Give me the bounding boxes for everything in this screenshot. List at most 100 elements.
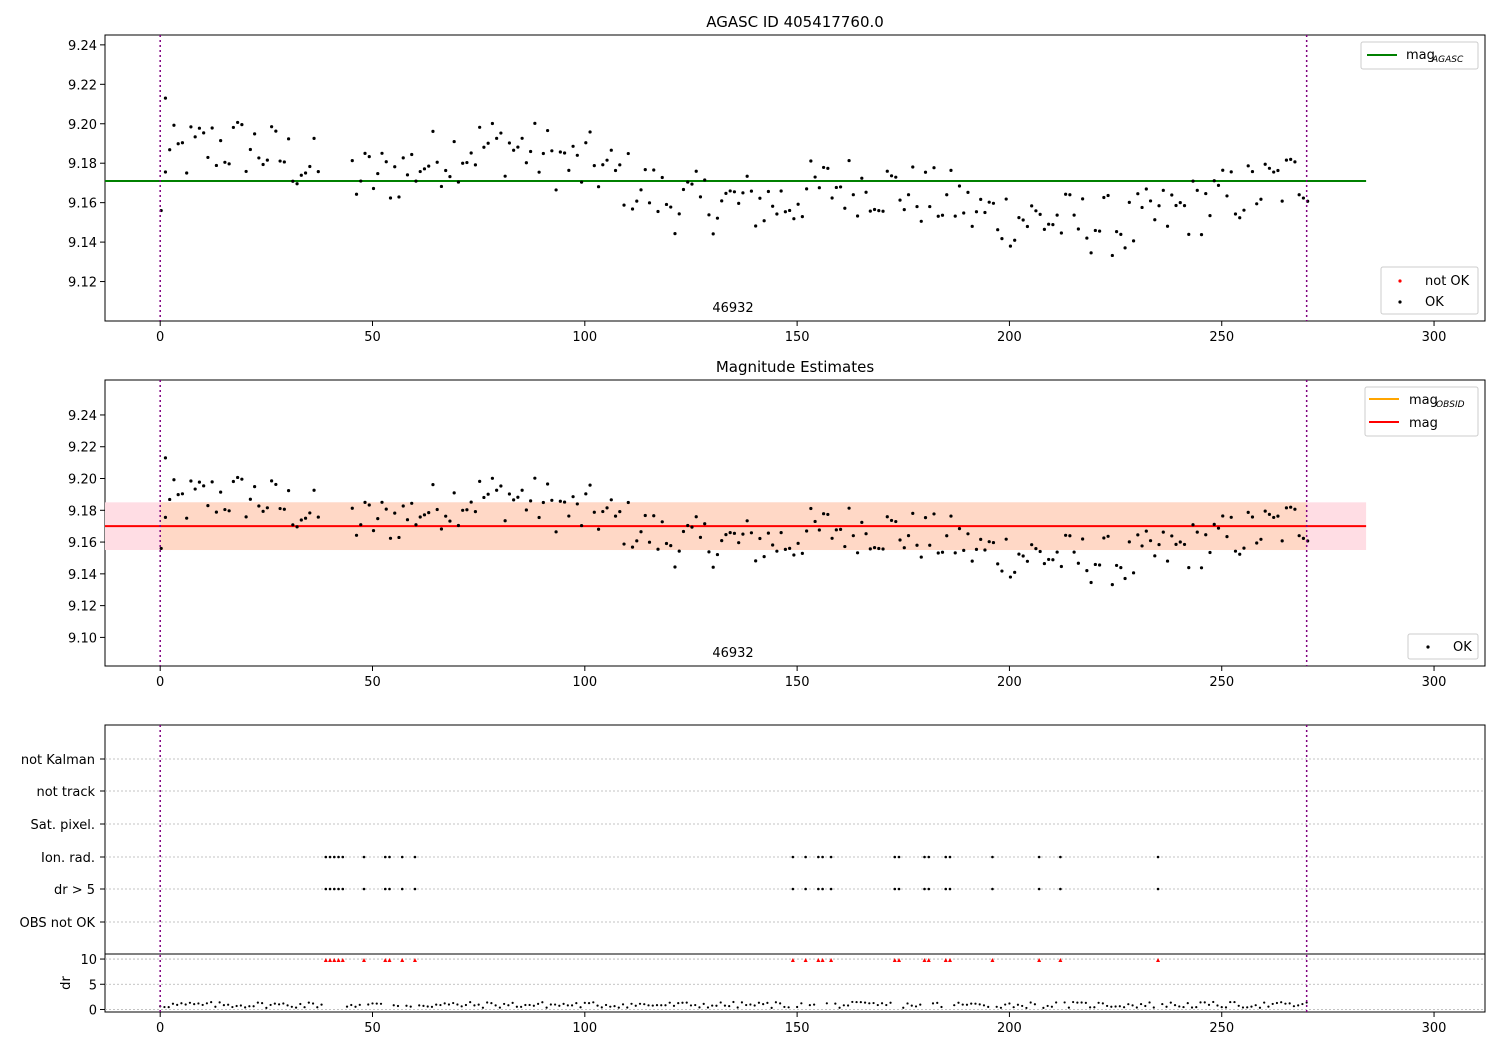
- mag-point: [1216, 526, 1221, 530]
- mag-point: [159, 546, 163, 551]
- category-label: not Kalman: [21, 753, 95, 768]
- dr-point: [1084, 1001, 1087, 1004]
- mag-point: [202, 484, 206, 488]
- mag-point: [507, 492, 511, 496]
- mag-point: [1102, 195, 1106, 200]
- dr-point: [1110, 1005, 1113, 1008]
- mag-point: [495, 488, 499, 492]
- mag-point: [1157, 542, 1161, 547]
- mag-point: [1034, 209, 1038, 213]
- flag-point: [362, 887, 366, 891]
- mag-point: [936, 214, 940, 218]
- mag-point: [219, 139, 223, 143]
- mag-point: [533, 476, 537, 480]
- flag-point: [817, 855, 820, 859]
- dr-point: [689, 1004, 693, 1007]
- dr-flag-marker: [336, 958, 341, 963]
- mag-point: [1106, 534, 1110, 538]
- mag-point: [834, 528, 838, 532]
- dr-point: [698, 1006, 701, 1009]
- mag-point: [639, 188, 643, 192]
- legend-label-mag: mag: [1406, 48, 1435, 63]
- mag-point: [1085, 236, 1089, 240]
- mag-point: [643, 513, 647, 518]
- flag-point: [388, 855, 391, 859]
- mag-point: [894, 519, 898, 524]
- mag-point: [512, 148, 516, 152]
- mag-point: [575, 153, 579, 157]
- mag-point: [236, 475, 240, 480]
- mag-point: [1263, 162, 1267, 166]
- flag-point: [944, 887, 948, 891]
- mag-point: [596, 527, 601, 531]
- dr-point: [231, 1005, 234, 1009]
- mag-point: [376, 517, 380, 521]
- mag-point: [800, 551, 804, 555]
- mag-point: [1051, 558, 1055, 562]
- mag-point: [1301, 196, 1306, 200]
- mag-point: [588, 130, 592, 134]
- dr-y-tick-label: 0: [89, 1003, 97, 1018]
- legend-label-not-ok: not OK: [1425, 274, 1470, 289]
- mag-point: [537, 515, 541, 520]
- y-tick-label: 9.14: [68, 568, 97, 583]
- dr-point: [1097, 1001, 1100, 1004]
- mag-point: [872, 207, 877, 212]
- mag-point: [681, 187, 686, 192]
- mag-point: [558, 499, 562, 503]
- mag-point: [562, 500, 567, 504]
- dr-point: [1212, 1000, 1215, 1004]
- dr-x-tick-label: 50: [364, 1021, 381, 1036]
- mag-point: [308, 164, 312, 169]
- y-tick-label: 9.22: [68, 78, 97, 93]
- mag-point: [906, 534, 911, 538]
- mag-point: [996, 562, 1000, 566]
- dr-point: [244, 1006, 247, 1009]
- mag-point: [609, 498, 613, 502]
- flag-point: [897, 887, 901, 891]
- mag-point: [652, 168, 656, 172]
- dr-point: [426, 1005, 429, 1008]
- mag-point: [473, 510, 478, 514]
- flag-point: [341, 855, 345, 859]
- mag-point: [350, 159, 354, 163]
- mag-point: [397, 535, 401, 540]
- dr-point: [507, 1004, 510, 1007]
- flag-point: [791, 887, 795, 891]
- dr-point: [1029, 1001, 1032, 1004]
- mag-point: [889, 518, 894, 523]
- y-tick-label: 9.14: [68, 236, 97, 251]
- dr-point: [1025, 1006, 1028, 1010]
- mag-point: [1038, 549, 1042, 554]
- mag-point: [1250, 169, 1255, 174]
- dr-point: [566, 1004, 569, 1007]
- dr-point: [957, 1001, 960, 1004]
- mag-point: [741, 191, 745, 195]
- dr-point: [1131, 1004, 1134, 1007]
- flag-point: [332, 855, 336, 859]
- mag-point: [1165, 224, 1170, 228]
- mag-point: [1030, 543, 1034, 547]
- mag-point: [724, 532, 728, 537]
- mag-point: [461, 161, 465, 165]
- mag-point: [715, 552, 720, 557]
- dr-point: [970, 1002, 973, 1005]
- flag-point: [337, 887, 340, 891]
- mag-point: [868, 547, 872, 551]
- dr-point: [604, 1003, 608, 1007]
- mag-point: [919, 219, 923, 223]
- dr-point: [634, 1004, 637, 1007]
- mag-point: [953, 214, 957, 218]
- flag-point: [804, 855, 807, 859]
- dr-point: [1195, 1006, 1198, 1009]
- mag-point: [788, 546, 792, 550]
- dr-point: [940, 1005, 943, 1009]
- x-tick-label: 100: [572, 675, 597, 690]
- mag-point: [834, 185, 838, 190]
- mag-point: [231, 479, 235, 484]
- mag-point: [826, 166, 830, 170]
- mag-point: [579, 523, 584, 528]
- flag-point: [362, 855, 366, 859]
- dr-point: [736, 1006, 739, 1009]
- y-tick-label: 9.10: [68, 631, 97, 646]
